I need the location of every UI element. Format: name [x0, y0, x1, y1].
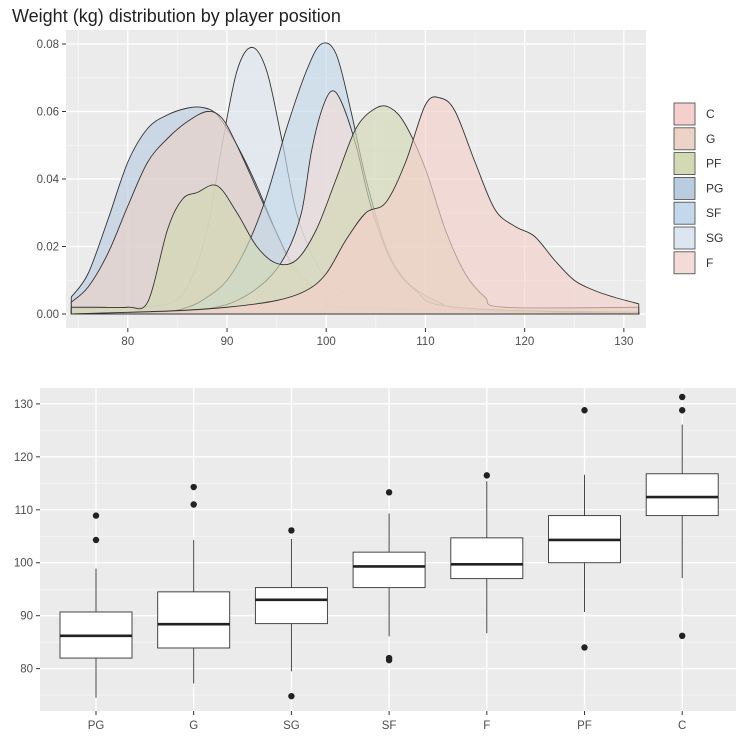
- outlier-point: [190, 483, 197, 491]
- outlier-point: [385, 489, 393, 496]
- density-x-tick-label: 90: [221, 336, 234, 348]
- boxplot-boxes: [59, 393, 719, 700]
- legend-key-pg: [673, 176, 696, 200]
- outlier-point: [483, 472, 490, 479]
- density-y-tick-label: 0.02: [37, 242, 59, 254]
- boxplot-y-axis: 80 90 100 110 120 130: [14, 399, 40, 676]
- boxplot-x-axis: PG G SG SF F PF C: [88, 711, 686, 732]
- density-y-tick-label: 0.00: [37, 309, 59, 321]
- density-x-tick-label: 120: [515, 336, 534, 348]
- density-chart: 80 90 100 110 120 130 0.00 0.02 0.04 0.06 0.08 CG…: [37, 30, 723, 348]
- box-c: [645, 393, 719, 640]
- box-sg: [254, 527, 328, 700]
- outlier-point: [679, 393, 686, 401]
- density-x-axis: 80 90 100 110 120 130: [121, 328, 633, 348]
- legend-label-sf: SF: [706, 206, 721, 220]
- boxplot-y-tick-label: 80: [20, 664, 33, 676]
- legend-key-f: [673, 251, 696, 275]
- chart-title: Weight (kg) distribution by player posit…: [12, 6, 341, 26]
- legend-key-pf: [673, 152, 696, 176]
- legend-key-sf: [673, 201, 696, 225]
- density-x-tick-label: 100: [317, 336, 336, 348]
- density-y-tick-label: 0.06: [37, 107, 59, 119]
- legend-label-f: F: [706, 256, 713, 270]
- outlier-point: [679, 407, 686, 414]
- outlier-point: [92, 512, 100, 519]
- legend-label-g: G: [706, 132, 715, 146]
- boxplot-x-tick-label: SF: [382, 720, 397, 732]
- boxplot-x-tick-label: PG: [88, 720, 105, 732]
- boxplot-y-tick-label: 120: [14, 452, 33, 464]
- legend-label-c: C: [706, 107, 715, 121]
- density-x-tick-label: 80: [121, 336, 134, 348]
- outlier-point: [92, 536, 100, 544]
- box-iqr: [254, 587, 328, 625]
- density-x-tick-label: 110: [416, 336, 434, 348]
- box-sf: [352, 489, 426, 664]
- outlier-point: [288, 527, 295, 534]
- box-iqr: [450, 537, 524, 580]
- box-pg: [59, 512, 133, 698]
- boxplot-x-tick-label: F: [483, 720, 490, 732]
- box-iqr: [645, 473, 719, 517]
- outlier-point: [385, 654, 393, 662]
- legend-label-pf: PF: [706, 157, 721, 171]
- outlier-point: [679, 632, 686, 640]
- legend-label-sg: SG: [706, 231, 723, 245]
- box-f: [450, 472, 524, 634]
- density-y-tick-label: 0.04: [37, 174, 60, 186]
- outlier-point: [581, 407, 588, 414]
- box-iqr: [352, 551, 426, 589]
- boxplot-y-tick-label: 110: [15, 505, 33, 517]
- boxplot-y-tick-label: 100: [14, 558, 33, 570]
- legend-key-sg: [673, 226, 696, 250]
- boxplot-x-tick-label: C: [678, 720, 686, 732]
- box-pf: [548, 407, 621, 651]
- density-x-tick-label: 130: [614, 336, 633, 348]
- legend-key-g: [673, 127, 696, 151]
- box-iqr: [157, 591, 231, 649]
- boxplot-y-tick-label: 130: [14, 399, 33, 411]
- boxplot-y-tick-label: 90: [20, 611, 33, 623]
- density-y-axis: 0.00 0.02 0.04 0.06 0.08: [37, 39, 66, 321]
- outlier-point: [288, 692, 295, 700]
- boxplot-x-tick-label: SG: [283, 720, 300, 732]
- boxplot-chart: PG G SG SF F PF C 80 90 100 110 120 130: [14, 388, 736, 732]
- outlier-point: [581, 644, 588, 651]
- density-curves: [70, 42, 640, 315]
- outlier-point: [190, 501, 197, 508]
- density-curve-c: [71, 96, 640, 315]
- boxplot-x-tick-label: PF: [577, 720, 592, 732]
- boxplot-x-tick-label: G: [189, 720, 198, 732]
- density-legend: CG PF PG SF SG F: [673, 102, 723, 275]
- density-y-tick-label: 0.08: [37, 39, 59, 51]
- box-g: [157, 483, 231, 684]
- legend-label-pg: PG: [706, 181, 723, 195]
- legend-key-c: [673, 102, 696, 126]
